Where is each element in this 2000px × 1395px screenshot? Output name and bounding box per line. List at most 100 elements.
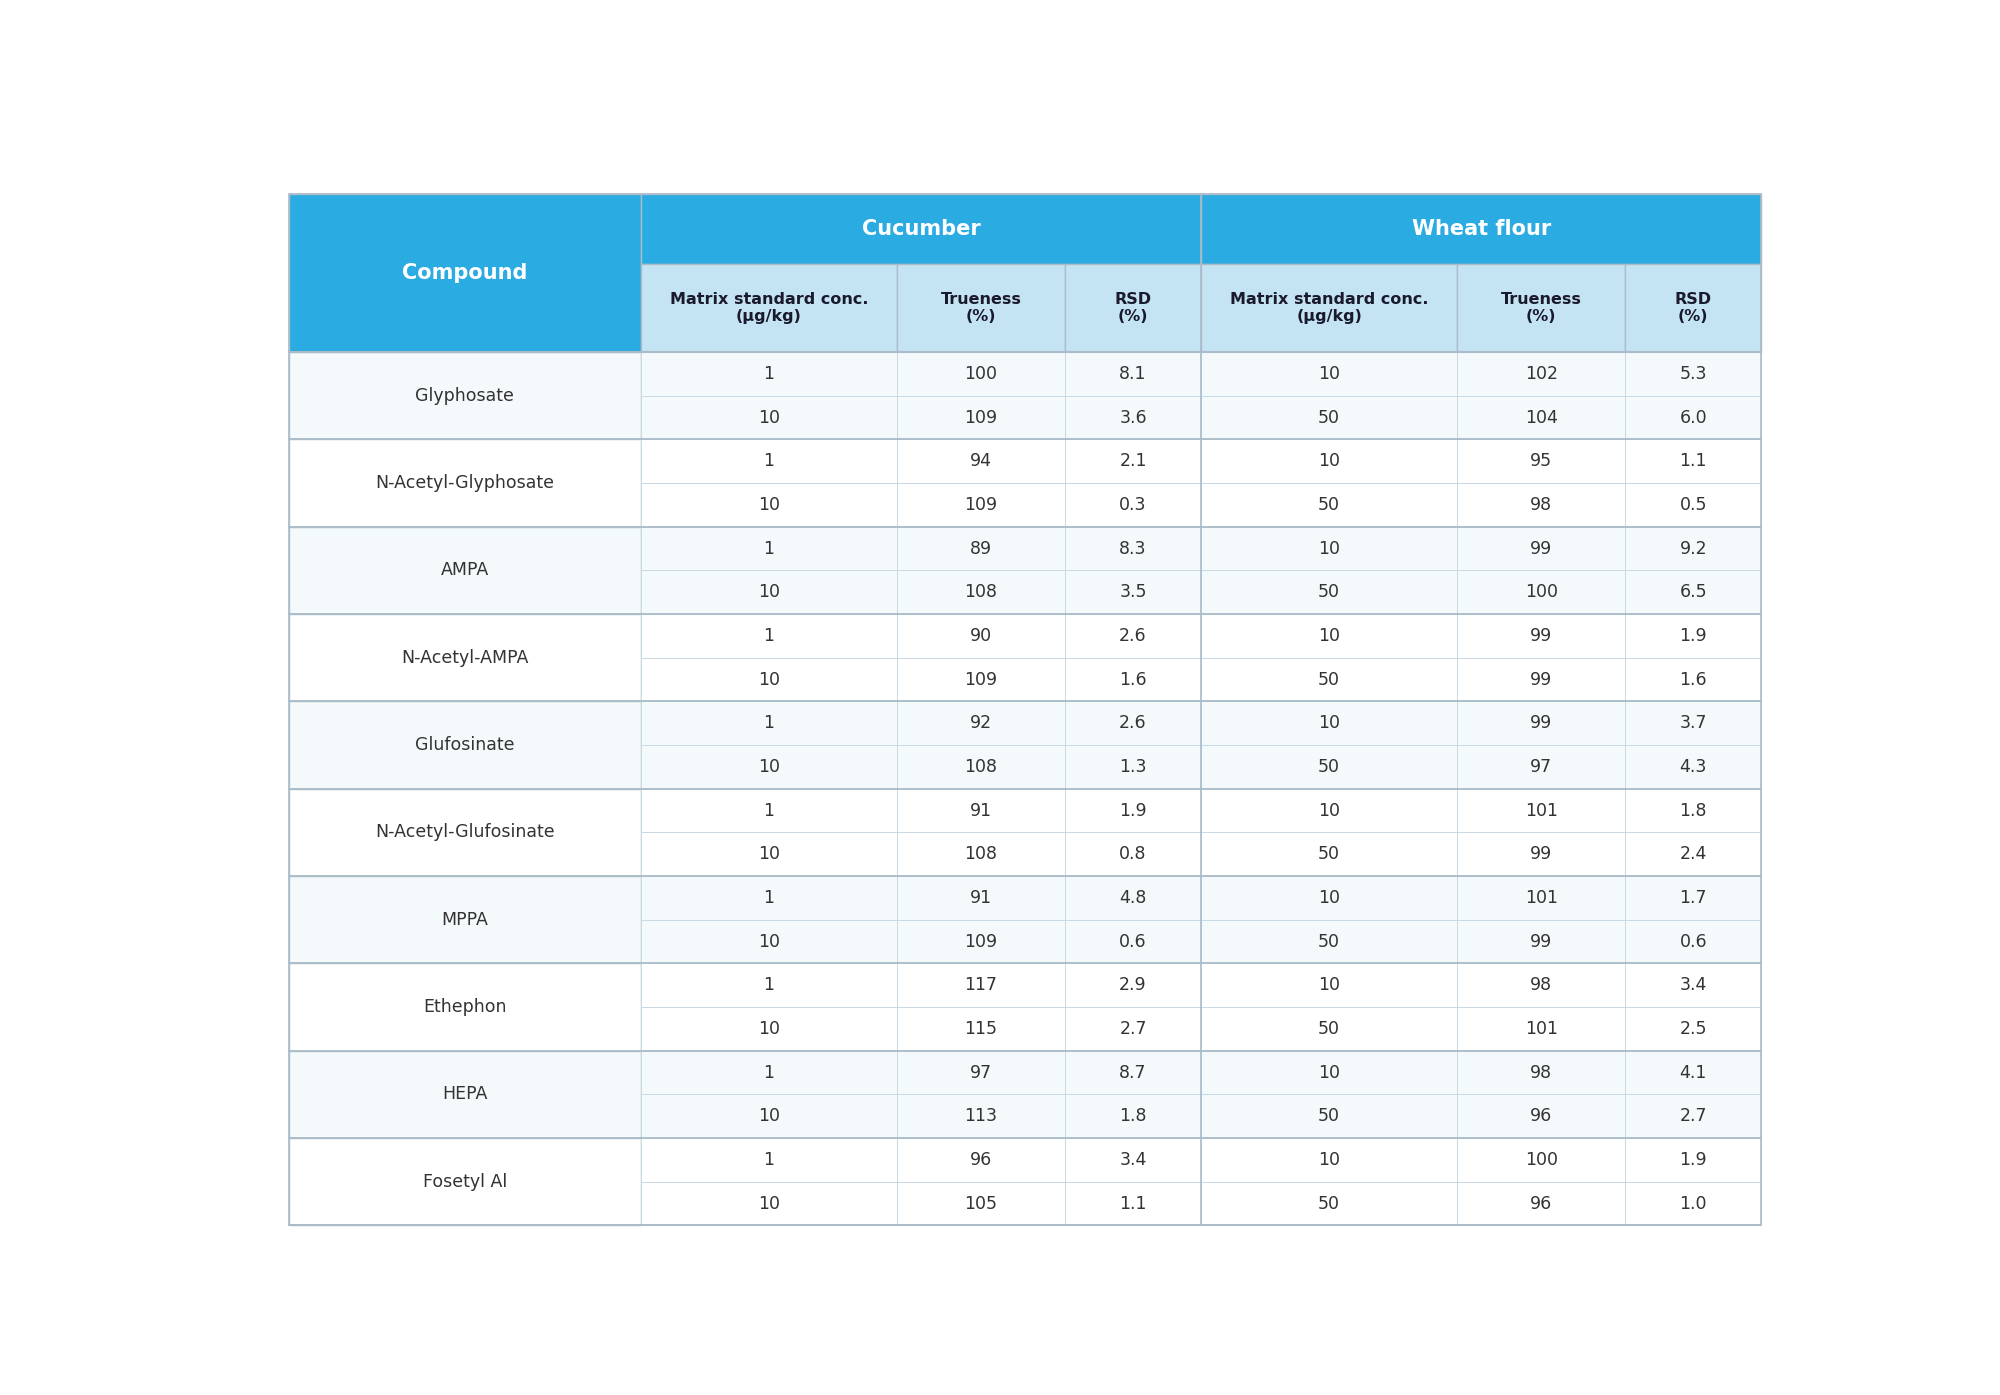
Text: 3.6: 3.6 — [1120, 409, 1146, 427]
Text: 98: 98 — [1530, 495, 1552, 513]
Bar — [1066, 745, 1202, 788]
Bar — [1202, 439, 1458, 483]
Text: 50: 50 — [1318, 495, 1340, 513]
Bar — [1458, 614, 1626, 657]
Bar — [1626, 614, 1762, 657]
Text: 10: 10 — [1318, 889, 1340, 907]
Bar — [1066, 788, 1202, 833]
Bar — [1626, 352, 1762, 396]
Text: 99: 99 — [1530, 626, 1552, 644]
Text: 94: 94 — [970, 452, 992, 470]
Bar — [640, 745, 896, 788]
Text: 1.1: 1.1 — [1120, 1194, 1146, 1212]
Bar — [896, 527, 1066, 571]
Bar — [640, 396, 896, 439]
Bar — [1202, 657, 1458, 702]
Bar — [1458, 265, 1626, 352]
Bar — [1066, 1182, 1202, 1225]
Bar — [288, 876, 640, 964]
Bar — [1458, 702, 1626, 745]
Bar — [1066, 352, 1202, 396]
Text: 102: 102 — [1524, 365, 1558, 382]
Text: 89: 89 — [970, 540, 992, 558]
Bar — [1202, 614, 1458, 657]
Bar — [1066, 483, 1202, 527]
Bar — [1458, 1095, 1626, 1138]
Bar — [288, 1138, 640, 1225]
Text: 1: 1 — [764, 452, 774, 470]
Text: 99: 99 — [1530, 714, 1552, 732]
Text: 0.6: 0.6 — [1680, 933, 1708, 950]
Text: RSD
(%): RSD (%) — [1114, 292, 1152, 325]
Bar — [640, 702, 896, 745]
Bar — [1626, 833, 1762, 876]
Text: Matrix standard conc.
(µg/kg): Matrix standard conc. (µg/kg) — [1230, 292, 1428, 325]
Bar — [640, 194, 1202, 265]
Bar — [1626, 1182, 1762, 1225]
Text: 1.8: 1.8 — [1680, 802, 1706, 820]
Text: 50: 50 — [1318, 583, 1340, 601]
Text: 6.0: 6.0 — [1680, 409, 1708, 427]
Text: 50: 50 — [1318, 757, 1340, 776]
Text: 0.8: 0.8 — [1120, 845, 1146, 864]
Text: 1.9: 1.9 — [1680, 626, 1708, 644]
Bar — [1626, 964, 1762, 1007]
Bar — [1458, 396, 1626, 439]
Bar — [1066, 964, 1202, 1007]
Bar — [1066, 527, 1202, 571]
Text: N-Acetyl-Glyphosate: N-Acetyl-Glyphosate — [376, 474, 554, 492]
Bar — [640, 483, 896, 527]
Text: 104: 104 — [1524, 409, 1558, 427]
Bar — [1626, 571, 1762, 614]
Text: 50: 50 — [1318, 933, 1340, 950]
Text: 1.7: 1.7 — [1680, 889, 1706, 907]
Text: 99: 99 — [1530, 540, 1552, 558]
Text: 98: 98 — [1530, 1063, 1552, 1081]
Bar — [1066, 396, 1202, 439]
Bar — [896, 352, 1066, 396]
Text: N-Acetyl-Glufosinate: N-Acetyl-Glufosinate — [374, 823, 554, 841]
Bar — [896, 702, 1066, 745]
Text: 1: 1 — [764, 714, 774, 732]
Bar — [896, 571, 1066, 614]
Text: 50: 50 — [1318, 845, 1340, 864]
Bar — [896, 439, 1066, 483]
Bar — [896, 396, 1066, 439]
Bar — [1626, 788, 1762, 833]
Text: Cucumber: Cucumber — [862, 219, 980, 240]
Text: 101: 101 — [1524, 889, 1558, 907]
Bar — [640, 1007, 896, 1050]
Text: 109: 109 — [964, 933, 998, 950]
Bar — [1202, 964, 1458, 1007]
Bar — [640, 527, 896, 571]
Bar — [896, 1050, 1066, 1095]
Bar — [1202, 745, 1458, 788]
Text: 113: 113 — [964, 1108, 998, 1126]
Text: 1: 1 — [764, 802, 774, 820]
Text: 100: 100 — [964, 365, 998, 382]
Bar — [1458, 964, 1626, 1007]
Text: 109: 109 — [964, 495, 998, 513]
Bar — [1626, 483, 1762, 527]
Text: 10: 10 — [758, 671, 780, 689]
Text: 1: 1 — [764, 365, 774, 382]
Text: 0.6: 0.6 — [1120, 933, 1146, 950]
Text: 2.6: 2.6 — [1120, 626, 1146, 644]
Text: 3.4: 3.4 — [1680, 976, 1706, 995]
Text: 10: 10 — [758, 409, 780, 427]
Text: 2.7: 2.7 — [1680, 1108, 1706, 1126]
Text: 8.7: 8.7 — [1120, 1063, 1146, 1081]
Text: 10: 10 — [758, 495, 780, 513]
Bar — [1202, 788, 1458, 833]
Bar — [1202, 919, 1458, 964]
Text: 91: 91 — [970, 802, 992, 820]
Bar — [640, 919, 896, 964]
Text: 4.1: 4.1 — [1680, 1063, 1706, 1081]
Bar — [896, 1138, 1066, 1182]
Bar — [640, 614, 896, 657]
Bar — [288, 439, 640, 527]
Bar — [1202, 194, 1762, 265]
Text: 115: 115 — [964, 1020, 998, 1038]
Text: 97: 97 — [970, 1063, 992, 1081]
Text: 90: 90 — [970, 626, 992, 644]
